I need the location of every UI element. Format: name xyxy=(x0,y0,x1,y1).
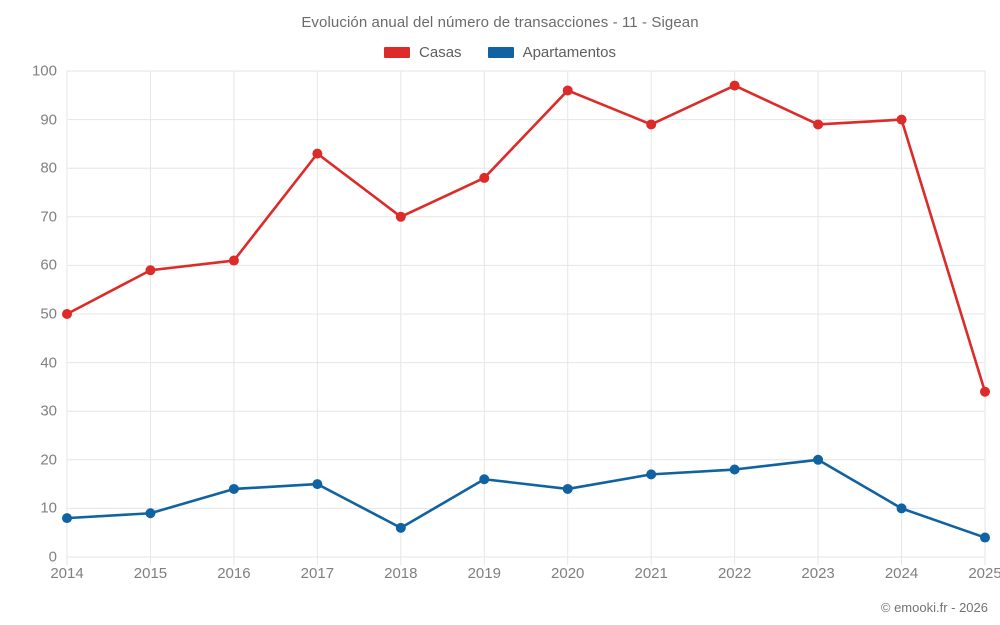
data-point[interactable] xyxy=(813,119,824,130)
data-point[interactable] xyxy=(312,148,323,159)
data-point[interactable] xyxy=(646,469,657,480)
data-point[interactable] xyxy=(395,211,406,222)
x-axis-tick-label: 2015 xyxy=(133,565,168,582)
data-point[interactable] xyxy=(145,265,156,276)
data-point[interactable] xyxy=(228,255,239,266)
y-axis-tick-label: 70 xyxy=(40,208,57,226)
x-axis-tick-label: 2023 xyxy=(801,565,835,582)
y-axis-tick-label: 90 xyxy=(40,111,57,129)
x-axis-tick-label: 2017 xyxy=(300,565,335,582)
data-point[interactable] xyxy=(896,503,907,514)
data-point[interactable] xyxy=(729,80,740,91)
y-axis-tick-label: 80 xyxy=(40,159,57,177)
y-axis-tick-label: 20 xyxy=(40,451,57,469)
y-axis-tick-label: 10 xyxy=(40,499,57,517)
x-axis-tick-label: 2018 xyxy=(384,565,418,582)
y-axis-tick-label: 30 xyxy=(40,402,57,420)
data-point[interactable] xyxy=(479,474,490,485)
y-axis-tick-label: 40 xyxy=(40,354,57,372)
data-point[interactable] xyxy=(479,172,490,183)
footer-credit: © emooki.fr - 2026 xyxy=(880,600,988,615)
legend-item-casas[interactable]: Casas xyxy=(384,44,462,61)
data-point[interactable] xyxy=(395,522,406,533)
x-axis-tick-label: 2021 xyxy=(634,565,668,582)
grid-lines xyxy=(66,70,986,565)
y-axis-tick-label: 100 xyxy=(31,62,57,80)
series-line-2 xyxy=(65,458,987,539)
y-axis-tick-label: 50 xyxy=(40,305,57,323)
data-point[interactable] xyxy=(646,119,657,130)
data-point[interactable] xyxy=(980,532,990,543)
x-axis-tick-label: 2014 xyxy=(50,565,84,582)
x-axis-tick-label: 2022 xyxy=(717,565,752,582)
x-axis-tick-label: 2019 xyxy=(467,565,501,582)
data-point[interactable] xyxy=(980,386,990,397)
legend-swatch-apartamentos xyxy=(487,47,514,58)
legend-item-apartamentos[interactable]: Apartamentos xyxy=(487,44,616,61)
data-point[interactable] xyxy=(896,114,907,125)
data-point[interactable] xyxy=(62,513,72,524)
x-axis-tick-label: 2025 xyxy=(968,565,1000,582)
legend-label-apartamentos: Apartamentos xyxy=(522,44,616,61)
data-point[interactable] xyxy=(813,454,824,465)
data-point[interactable] xyxy=(729,464,740,475)
x-axis-tick-label: 2024 xyxy=(884,565,919,582)
series-line-1 xyxy=(65,84,987,394)
legend-swatch-casas xyxy=(384,47,411,58)
legend-label-casas: Casas xyxy=(419,44,462,61)
chart-legend: Casas Apartamentos xyxy=(0,44,1000,61)
data-point[interactable] xyxy=(312,479,323,490)
y-axis-tick-label: 60 xyxy=(40,256,57,274)
series-markers xyxy=(62,80,990,543)
data-point[interactable] xyxy=(562,85,573,96)
data-point[interactable] xyxy=(145,508,156,519)
data-point[interactable] xyxy=(228,483,239,494)
x-axis-tick-label: 2016 xyxy=(217,565,251,582)
chart-title: Evolución anual del número de transaccio… xyxy=(301,14,699,31)
y-axis-tick-label: 0 xyxy=(48,548,57,566)
x-axis-tick-label: 2020 xyxy=(551,565,585,582)
data-point[interactable] xyxy=(62,309,72,319)
series-lines xyxy=(65,84,987,539)
data-point[interactable] xyxy=(562,483,573,494)
